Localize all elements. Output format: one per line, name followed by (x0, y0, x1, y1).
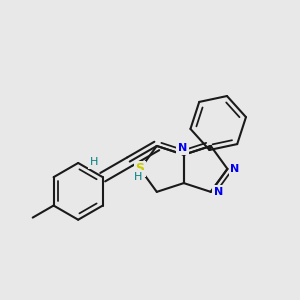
Text: N: N (230, 164, 240, 174)
Text: N: N (178, 143, 187, 153)
Text: S: S (136, 162, 145, 176)
Text: H: H (134, 172, 143, 182)
Text: N: N (214, 187, 223, 197)
Text: H: H (90, 157, 98, 167)
